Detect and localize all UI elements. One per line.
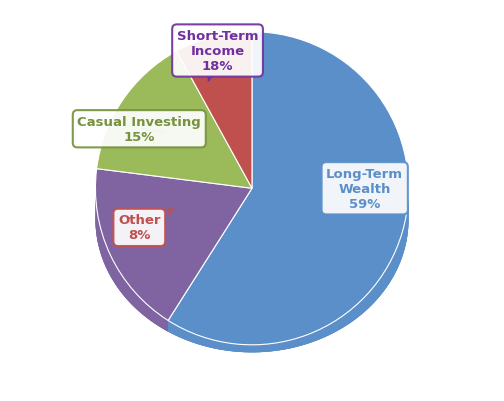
Text: Other
8%: Other 8%: [118, 210, 173, 242]
Wedge shape: [97, 52, 252, 189]
Polygon shape: [95, 186, 168, 332]
Wedge shape: [168, 32, 409, 345]
Polygon shape: [95, 192, 409, 352]
Text: Short-Term
Income
18%: Short-Term Income 18%: [177, 30, 259, 81]
Polygon shape: [168, 186, 409, 352]
Text: Long-Term
Wealth
59%: Long-Term Wealth 59%: [326, 167, 403, 210]
Polygon shape: [95, 186, 168, 332]
Wedge shape: [176, 32, 252, 189]
Polygon shape: [168, 186, 409, 352]
Wedge shape: [95, 169, 252, 321]
Text: Casual Investing
15%: Casual Investing 15%: [78, 115, 201, 144]
